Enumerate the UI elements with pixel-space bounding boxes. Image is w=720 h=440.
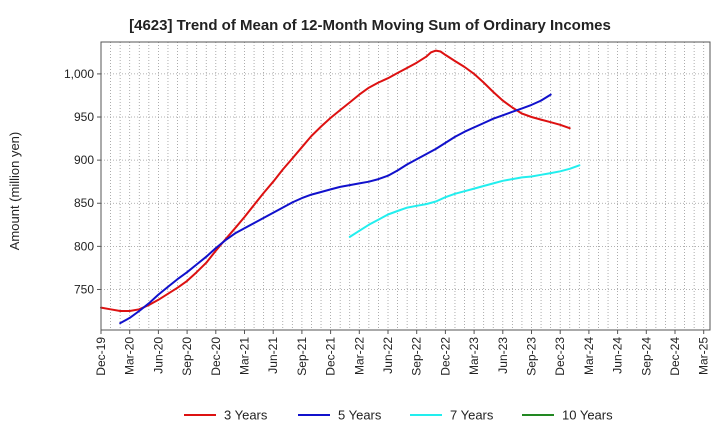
x-tick-label: Sep-21 [295,337,309,376]
x-tick-label: Sep-24 [639,337,653,376]
y-tick-label: 750 [74,282,94,296]
series-lines [100,49,581,325]
x-tick-label: Dec-21 [324,337,338,376]
x-tick-label: Mar-25 [697,337,711,375]
y-axis-label: Amount (million yen) [7,132,22,251]
x-tick-label: Jun-22 [381,337,395,374]
x-tick-label: Jun-23 [496,337,510,374]
y-tick-label: 950 [74,110,94,124]
legend-label-10-years: 10 Years [562,408,613,423]
x-tick-label: Dec-23 [553,337,567,376]
legend-label-7-years: 7 Years [450,408,494,423]
x-tick-label: Jun-20 [151,337,165,374]
x-tick-label: Dec-24 [668,337,682,376]
x-tick-label: Dec-20 [209,337,223,376]
x-tick-label: Sep-22 [410,337,424,376]
y-tick-label: 1,000 [64,67,94,81]
x-tick-label: Jun-24 [611,337,625,374]
x-tick-label: Mar-20 [123,337,137,375]
x-tick-label: Sep-20 [180,337,194,376]
x-tick-label: Sep-23 [525,337,539,376]
x-tick-label: Mar-22 [352,337,366,375]
x-tick-label: Jun-21 [266,337,280,374]
legend-label-3-years: 3 Years [224,408,268,423]
y-tick-label: 800 [74,239,94,253]
y-tick-label: 850 [74,196,94,210]
series-line-3-years [100,49,571,312]
series-line-5-years [119,93,552,325]
y-tick-label: 900 [74,153,94,167]
plot-frame [100,41,711,331]
x-ticks: Dec-19 Mar-20 Jun-20 Sep-20 Dec-20 Mar-21 Jun-… [94,330,711,376]
grid [101,42,710,330]
x-tick-label: Dec-22 [438,337,452,376]
x-tick-label: Mar-24 [582,337,596,375]
series-line-7-years [348,164,581,238]
x-tick-label: Dec-19 [94,337,108,376]
chart-title: [4623] Trend of Mean of 12-Month Moving … [129,17,611,34]
y-ticks: 750 800 850 900 950 1,000 [64,67,101,296]
legend: 3 Years 5 Years 7 Years 10 Years [184,408,613,423]
x-tick-label: Mar-21 [238,337,252,375]
legend-label-5-years: 5 Years [338,408,382,423]
x-tick-label: Mar-23 [467,337,481,375]
